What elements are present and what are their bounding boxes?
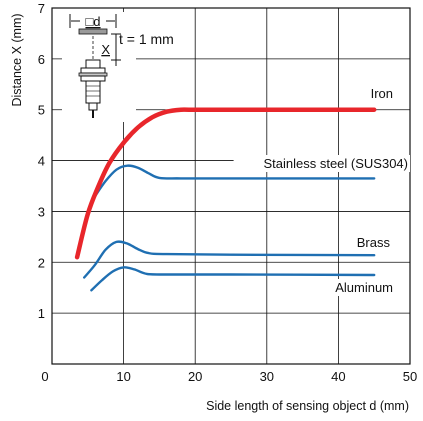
series-labels: Iron Stainless steel (SUS304) Brass Aluminu… [233,86,410,296]
y-tick-label: 6 [38,52,45,67]
series-line-aluminum [90,266,376,292]
series-label: Brass [357,235,391,250]
plot-frame [51,7,411,365]
sensor-nut-lower [80,75,106,82]
x-axis-title: Side length of sensing object d (mm) [206,399,409,413]
series-label-background [332,279,395,296]
target-plate [78,28,108,35]
sensor-nut-upper [80,67,106,74]
thickness-label: t = 1 mm [119,31,174,47]
series-line-iron [74,107,377,260]
distance-x-label: X [101,42,110,57]
sensor-body [85,80,101,104]
y-tick-label: 5 [38,103,45,118]
y-tick-label: 4 [38,154,45,169]
x-tick-label: 40 [331,369,345,384]
y-axis-title: Distance X (mm) [10,13,24,106]
series-label: Stainless steel (SUS304) [263,156,408,171]
x-tick-label: 50 [403,369,417,384]
box-size-label: □d [85,14,100,29]
tick-labels: 0 10 20 30 40 50 1 2 3 4 5 6 7 [38,1,417,384]
sensor-diagram: □d t = 1 mm X [62,12,174,122]
sensor-tail [88,102,98,111]
y-tick-label: 7 [38,1,45,16]
x-tick-label: 0 [41,369,48,384]
x-tick-label: 10 [116,369,130,384]
x-tick-label: 20 [188,369,202,384]
y-tick-label: 1 [38,306,45,321]
series-line-brass [83,240,376,279]
y-tick-label: 3 [38,204,45,219]
sensor-head [85,59,101,69]
y-tick-label: 2 [38,255,45,270]
series-label: Iron [371,86,393,101]
series-label-background [233,155,410,172]
series-lines [74,107,377,292]
series-label: Aluminum [335,280,393,295]
series-line-stainless-steel-sus304 [93,164,376,198]
x-tick-label: 30 [260,369,274,384]
